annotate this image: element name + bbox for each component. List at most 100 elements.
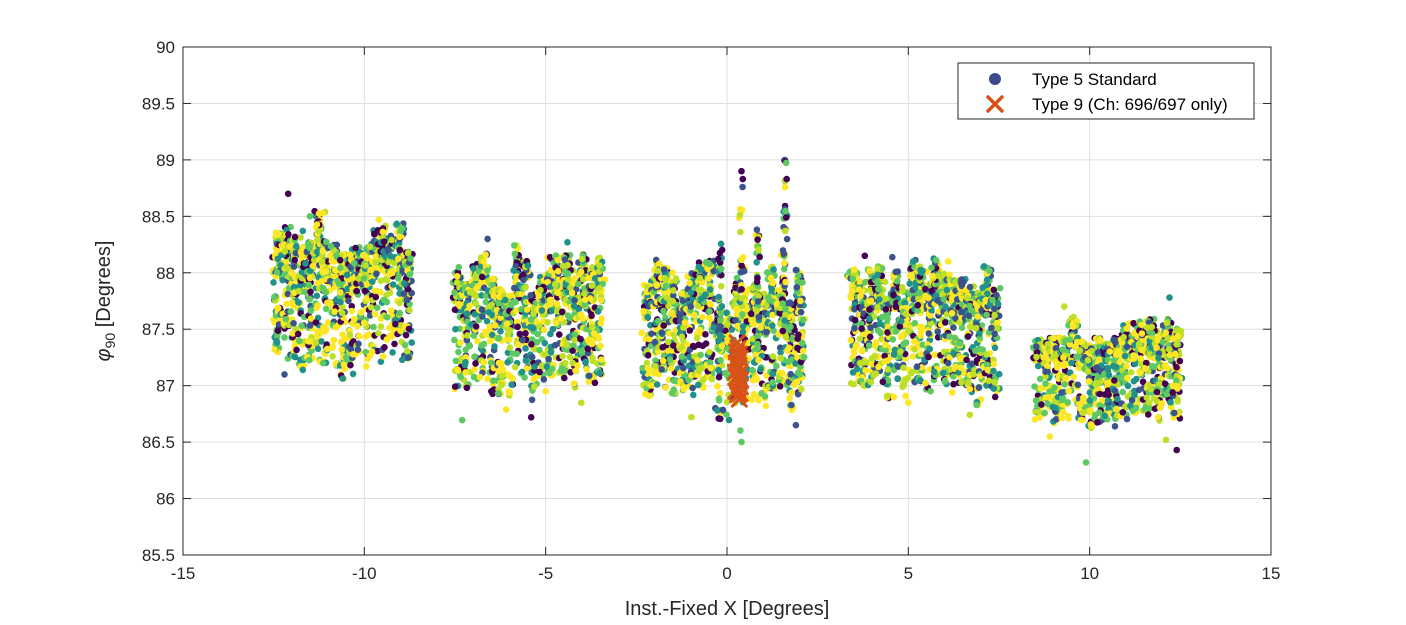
type5-point [794,390,802,398]
type5-point [306,213,314,220]
type5-point [857,292,864,300]
type5-point [306,274,314,282]
type5-point [1042,354,1050,362]
type5-point [697,266,705,273]
type5-point [318,338,325,345]
type5-point [506,327,514,334]
type5-point [670,287,677,294]
type5-point [372,293,380,301]
type5-point [723,398,731,406]
type5-point [896,323,904,330]
type5-point [271,293,278,301]
type5-point [516,330,524,338]
type5-point [793,284,801,291]
type5-point [651,338,659,346]
type5-point [911,319,919,327]
type5-point [479,347,487,354]
type5-point [932,351,939,359]
type5-point [934,328,941,336]
type5-point [715,373,723,381]
type5-point [314,302,322,309]
type5-point [329,353,336,360]
type5-point [403,296,411,304]
type5-point [762,402,770,410]
type5-point [339,375,347,382]
type5-point [944,258,952,265]
type5-point [279,276,287,284]
type5-point [714,407,721,414]
type5-point [371,287,379,295]
type5-point [693,334,701,342]
type5-point [994,300,1002,307]
type5-point [983,281,990,289]
type5-point [379,353,387,360]
type5-point [547,267,555,274]
type5-point [966,302,973,310]
type5-point [975,384,983,392]
type5-point [471,311,479,318]
type5-point [478,278,485,286]
type5-point [327,242,335,250]
type5-point [871,342,879,350]
type5-point [995,370,1003,378]
type5-point [596,284,603,292]
type5-point [513,350,521,358]
type5-point [312,339,320,347]
type5-point [946,354,953,361]
type5-point [678,333,686,341]
type5-point [723,411,730,418]
type5-point [786,299,794,306]
type5-point [564,261,571,269]
type5-points [269,156,1186,466]
type5-point [914,307,921,314]
type5-point [360,319,368,327]
type5-point [401,341,409,349]
type5-point [671,377,678,385]
type5-point [716,389,724,397]
type5-point [686,327,694,334]
type5-point [958,308,965,316]
type5-point [966,283,974,291]
type5-point [660,322,667,329]
type5-point [725,416,733,424]
type5-point [298,322,305,330]
type5-point [319,359,327,367]
type5-point [719,406,727,414]
type5-point [452,357,460,365]
type5-point [900,382,908,389]
type5-point [706,307,713,315]
type5-point [386,289,394,297]
type5-point [561,256,569,264]
type5-point [377,277,385,285]
type5-point [331,266,339,274]
type5-point [314,328,322,336]
type5-point [313,292,321,300]
type5-point [911,338,918,345]
type5-point [690,391,697,399]
type5-point [566,314,574,322]
type5-point [694,381,702,389]
type5-point [952,363,959,371]
type5-point [984,366,992,374]
type5-point [338,346,346,353]
type5-point [795,272,802,280]
type5-point [466,302,473,310]
type5-point [1079,416,1086,424]
type5-point [710,267,717,275]
type5-point [1068,359,1075,367]
type5-point [862,367,869,374]
type5-point [702,291,709,298]
type5-point [638,329,645,337]
type5-point [850,380,857,388]
type5-point [284,290,292,298]
type5-point [464,332,471,339]
type5-point [770,327,777,335]
type5-point [779,369,786,377]
type5-point [1087,421,1095,428]
type5-point [1074,381,1082,389]
type5-point [993,291,1000,299]
type5-point [518,306,525,313]
type5-point [377,358,385,366]
type5-point [877,329,884,337]
type5-point [293,346,300,354]
